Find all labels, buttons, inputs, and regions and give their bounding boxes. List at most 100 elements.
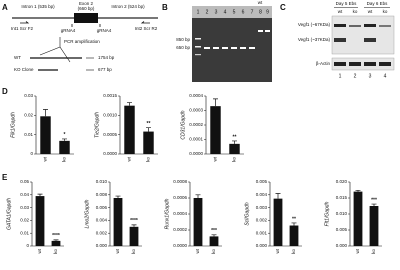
x-tick-label: wt [37,248,42,253]
lane-number: 4 [224,9,227,15]
y-tick-label: 0.0001 [189,137,203,142]
band [213,47,219,49]
band [265,30,270,32]
lane-number: 9 [266,9,269,15]
significance: ** [147,121,151,127]
bar [40,116,51,154]
primer-label: Int2 Scr R2 [135,26,158,31]
blot-band [379,25,391,27]
y-tick-label: 0.03 [20,205,29,210]
gel-header [192,6,272,18]
grna-label: gRNA4 [97,28,112,33]
band [195,38,201,40]
lane-number: 2 [354,73,357,79]
y-tick-label: 0.006 [96,205,108,210]
y-tick-label: 0.0010 [103,113,117,118]
blot [331,15,395,55]
y-tick-label: 0.0004 [189,93,203,98]
band [195,46,201,48]
y-tick-label: 0.000 [96,243,108,248]
blot-band [334,62,346,66]
y-tick-label: 0.020 [336,179,348,184]
pcr-label: PCR amplification [64,39,100,44]
pcr-arrow [39,37,71,63]
error-bar [291,222,297,226]
blot-band [364,24,376,27]
significance: * [64,132,66,138]
primer-arrow [20,21,150,24]
band [258,30,263,32]
error-bar [131,224,137,227]
x-tick-label: ko [211,249,216,254]
y-axis-title: Runx1/Gapdh [164,198,170,229]
y-tick-label: 0.0002 [173,227,187,232]
exon-label: Exon 2 [79,1,94,6]
panel-label: B [162,3,168,12]
bar [369,206,379,246]
y-tick-label: 0.002 [256,218,268,223]
y-axis-title: Scl/Gapdh [244,202,250,226]
error-bar [371,203,377,206]
x-tick-label: ko [53,249,58,254]
lane-number: 6 [242,9,245,15]
error-bar [53,239,59,241]
y-axis-title: Lmo2/Gapdh [84,199,90,228]
size-label: 677 bp [98,67,112,72]
error-bar [195,194,201,198]
panel-label: C [280,3,286,12]
bar [113,198,123,246]
x-tick-label: wt [355,248,360,253]
genotype-label: ko [353,9,358,14]
blot-band [364,62,376,66]
significance: *** [211,228,217,234]
band [222,47,228,49]
bar [353,191,363,246]
bar [229,143,240,154]
y-tick-label: 0.0003 [189,108,203,113]
band [231,47,237,49]
error-bar [127,102,132,106]
significance: ** [233,134,237,140]
y-tick-label: 0.0006 [173,195,187,200]
y-axis-title: CD31/Gapdh [180,110,186,139]
gel [192,6,272,82]
bar [289,225,299,246]
band [195,54,201,56]
y-tick-label: 0 [26,243,29,248]
y-tick-label: 0.015 [336,195,348,200]
y-axis-title: Flk1/Gapdh [10,112,16,138]
intron-label: Intron 2 (524 bp) [111,4,145,9]
lane-number: 8 [259,9,262,15]
error-bar [213,98,218,107]
bar [193,198,203,246]
error-bar [146,127,151,132]
blot-band [364,38,376,42]
y-tick-label: 0.001 [256,230,268,235]
y-tick-label: 0.004 [256,192,268,197]
size-label: 1754 bp [98,55,115,60]
significance: **** [130,218,138,224]
exon-box [74,13,98,23]
y-tick-label: 0.000 [256,243,268,248]
lane-number: 5 [233,9,236,15]
x-tick-label: ko [371,249,376,254]
y-tick-label: 0 [30,151,33,156]
band-label: β-Actin [316,61,331,66]
blot-band [349,62,361,66]
grna-mark [71,24,101,27]
error-bar [115,195,121,198]
blot-band [379,62,391,66]
blot-band [349,25,361,27]
panel-label: E [2,173,8,182]
exon-label: (660 bp) [78,6,95,11]
y-tick-label: 0.005 [336,227,348,232]
blot-band [334,38,346,42]
x-tick-label: wt [275,248,280,253]
lane-number: 1 [197,9,200,15]
allele-label: KO Clone [14,67,34,72]
bar [51,240,61,246]
lane-number: 1 [339,73,342,79]
x-tick-label: wt [195,248,200,253]
primer-label: Int1 Scr F2 [11,26,34,31]
